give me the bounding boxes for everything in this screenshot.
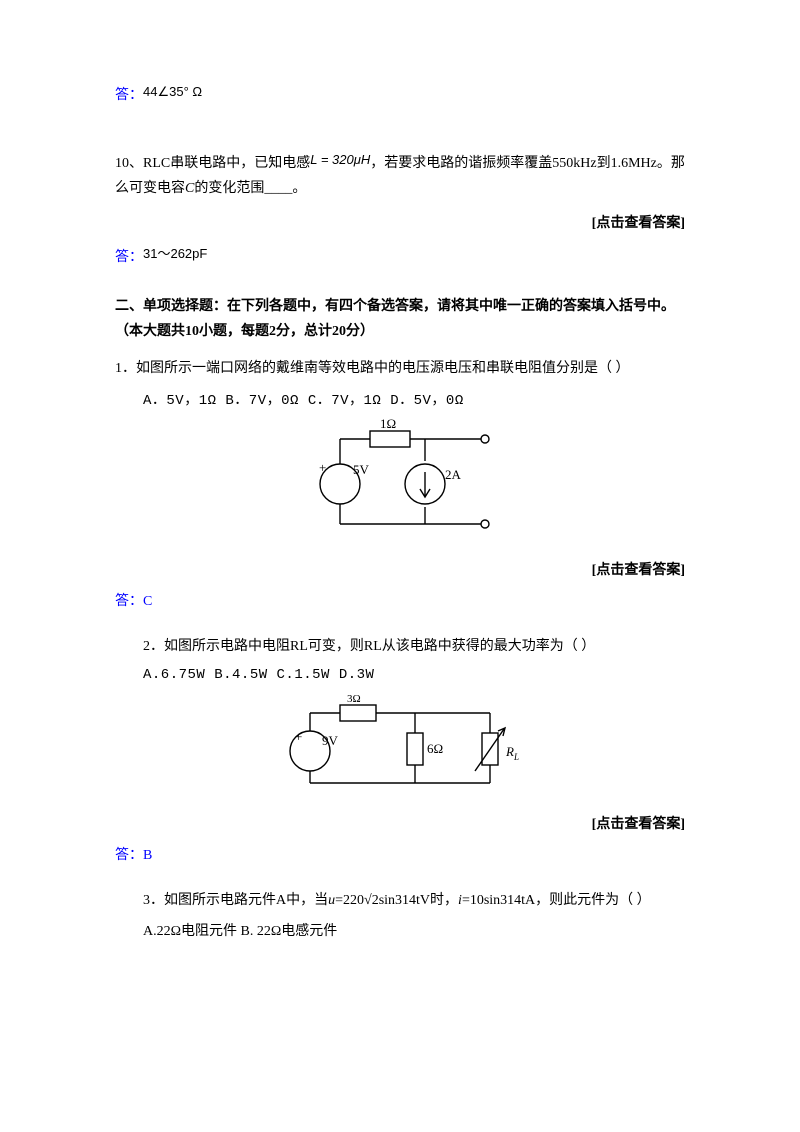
q10-var: C: [185, 181, 194, 196]
q10-text-c: 的变化范围____。: [194, 181, 306, 196]
q10-text-a: 10、RLC串联电路中，已知电感: [115, 156, 310, 171]
q3-text-c: =10sin314tA，则此元件为（ ）: [462, 893, 651, 908]
r-label: 1Ω: [380, 419, 396, 431]
q10-formula: L = 320μH: [310, 148, 370, 171]
plus-label: +: [319, 460, 326, 475]
question-2-text: 2．如图所示电路中电阻RL可变，则RL从该电路中获得的最大功率为（ ）: [115, 634, 685, 661]
i-label: 2A: [445, 467, 462, 482]
answer-10-value: 31～262pF: [143, 242, 207, 265]
question-3-text: 3．如图所示电路元件A中，当u=220√2sin314tV时，i=10sin31…: [115, 888, 685, 915]
question-3-options: A.22Ω电阻元件 B. 22Ω电感元件: [115, 920, 685, 940]
plus-label: +: [295, 729, 302, 744]
answer-2-prefix: 答：: [115, 848, 143, 863]
answer-1-value: C: [143, 594, 152, 609]
q3-text-a: 3．如图所示电路元件A中，当: [115, 893, 328, 908]
question-1-text: 1．如图所示一端口网络的戴维南等效电路中的电压源电压和串联电阻值分别是（ ）: [115, 356, 685, 383]
r2-label: 6Ω: [427, 741, 443, 756]
answer-9-value: 44∠35° Ω: [143, 80, 202, 103]
section-2-heading: 二、单项选择题：在下列各题中，有四个备选答案，请将其中唯一正确的答案填入括号中。…: [115, 294, 685, 344]
q3-text-b: =220√2sin314tV时，: [335, 893, 458, 908]
click-answer-link-1[interactable]: [点击查看答案]: [115, 559, 685, 579]
question-2-circuit-diagram: + 9V 3Ω 6Ω RL: [270, 693, 530, 803]
answer-2: 答：B: [115, 843, 685, 868]
answer-9: 答：44∠35° Ω: [115, 80, 685, 108]
answer-1-prefix: 答：: [115, 594, 143, 609]
v-label: 5V: [353, 462, 370, 477]
v-label-2: 9V: [322, 733, 339, 748]
answer-10-prefix: 答：: [115, 250, 143, 265]
spacer: [115, 868, 685, 880]
question-1-circuit-diagram: + 1Ω 5V 2A: [285, 419, 515, 549]
click-answer-link-2[interactable]: [点击查看答案]: [115, 813, 685, 833]
question-2-options: A.6.75W B.4.5W C.1.5W D.3W: [115, 667, 685, 683]
question-10: 10、RLC串联电路中，已知电感L = 320μH，若要求电路的谐振频率覆盖55…: [115, 148, 685, 201]
rl-label: RL: [505, 744, 519, 762]
question-1-options: A．5V，1Ω B．7V，0Ω C．7V，1Ω D．5V，0Ω: [115, 389, 685, 409]
document-page: 答：44∠35° Ω 10、RLC串联电路中，已知电感L = 320μH，若要求…: [0, 0, 800, 986]
answer-1: 答：C: [115, 589, 685, 614]
spacer: [115, 108, 685, 148]
spacer: [115, 270, 685, 282]
r-label-2: 3Ω: [347, 693, 361, 705]
spacer: [115, 614, 685, 626]
answer-2-value: B: [143, 848, 152, 863]
answer-10: 答：31～262pF: [115, 242, 685, 270]
click-answer-link-10[interactable]: [点击查看答案]: [115, 212, 685, 232]
answer-9-prefix: 答：: [115, 88, 143, 103]
